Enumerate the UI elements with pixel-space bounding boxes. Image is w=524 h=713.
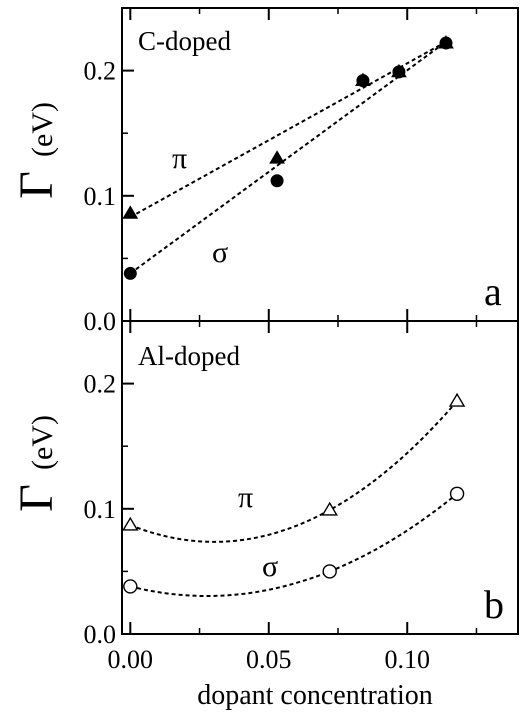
panel-a-marks <box>122 35 454 280</box>
panel-b-ylabel-unit: (eV) <box>26 415 59 470</box>
x-tick-label: 0.10 <box>384 645 430 674</box>
panel-b-fits <box>129 400 458 597</box>
panel-b-label: b <box>484 582 504 627</box>
data-point-pi-filled <box>122 205 139 219</box>
data-point-sigma-filled <box>123 266 137 280</box>
x-tick-label: 0.05 <box>246 645 292 674</box>
data-point-pi-filled <box>269 150 285 164</box>
data-point-pi-open <box>448 392 466 407</box>
panel-a-annotation: C-doped <box>138 26 231 56</box>
panel-a-ylabel: Γ (eV) <box>10 102 63 199</box>
panel-a-series-label-sigma: σ <box>212 236 228 269</box>
panel-b-annotation: Al-doped <box>138 341 240 371</box>
y-tick-label: 0.0 <box>84 620 117 649</box>
panel-b-series-label-sigma: σ <box>262 550 278 583</box>
y-tick-label: 0.1 <box>84 495 117 524</box>
data-point-sigma-filled <box>392 65 406 79</box>
panel-b-ticks: 0.0 0.1 0.2 0.00 0.05 0.10 <box>84 321 478 674</box>
panel-b-series-label-pi: π <box>238 481 253 514</box>
data-point-sigma-filled <box>356 74 370 88</box>
data-point-sigma-open <box>322 564 337 579</box>
data-point-pi-open <box>321 501 338 516</box>
plot-frame-b <box>121 320 519 635</box>
panel-a-series-label-pi: π <box>172 142 187 175</box>
panel-a-ylabel-unit: (eV) <box>26 102 59 157</box>
y-tick-label: 0.2 <box>84 370 117 399</box>
fit-line-pi <box>129 400 458 543</box>
y-tick-label: 0.1 <box>84 182 117 211</box>
y-tick-label: 0.0 <box>84 307 117 336</box>
panel-a: 0.0 0.1 0.2 C-doped π σ a Γ (eV) <box>10 7 519 336</box>
data-point-sigma-filled <box>439 36 453 50</box>
panel-b: 0.0 0.1 0.2 0.00 0.05 0.10 Al-doped π σ b Γ (… <box>10 320 519 711</box>
data-point-pi-open <box>122 516 139 531</box>
panel-a-ticks: 0.0 0.1 0.2 <box>84 8 478 336</box>
data-point-sigma-filled <box>270 174 284 188</box>
panel-b-ylabel: Γ (eV) <box>10 415 63 512</box>
y-tick-label: 0.2 <box>84 57 117 86</box>
data-point-sigma-open <box>449 486 465 501</box>
data-point-sigma-open <box>123 579 138 594</box>
x-axis-label: dopant concentration <box>197 680 433 711</box>
panel-b-ylabel-symbol: Γ <box>10 484 63 512</box>
x-tick-label: 0.00 <box>108 645 154 674</box>
panel-a-label: a <box>484 269 502 314</box>
panel-b-marks <box>122 392 466 594</box>
panel-a-ylabel-symbol: Γ <box>10 171 63 199</box>
fit-line-sigma <box>129 40 447 275</box>
panel-a-fits <box>129 40 447 275</box>
fit-line-sigma <box>130 493 458 597</box>
